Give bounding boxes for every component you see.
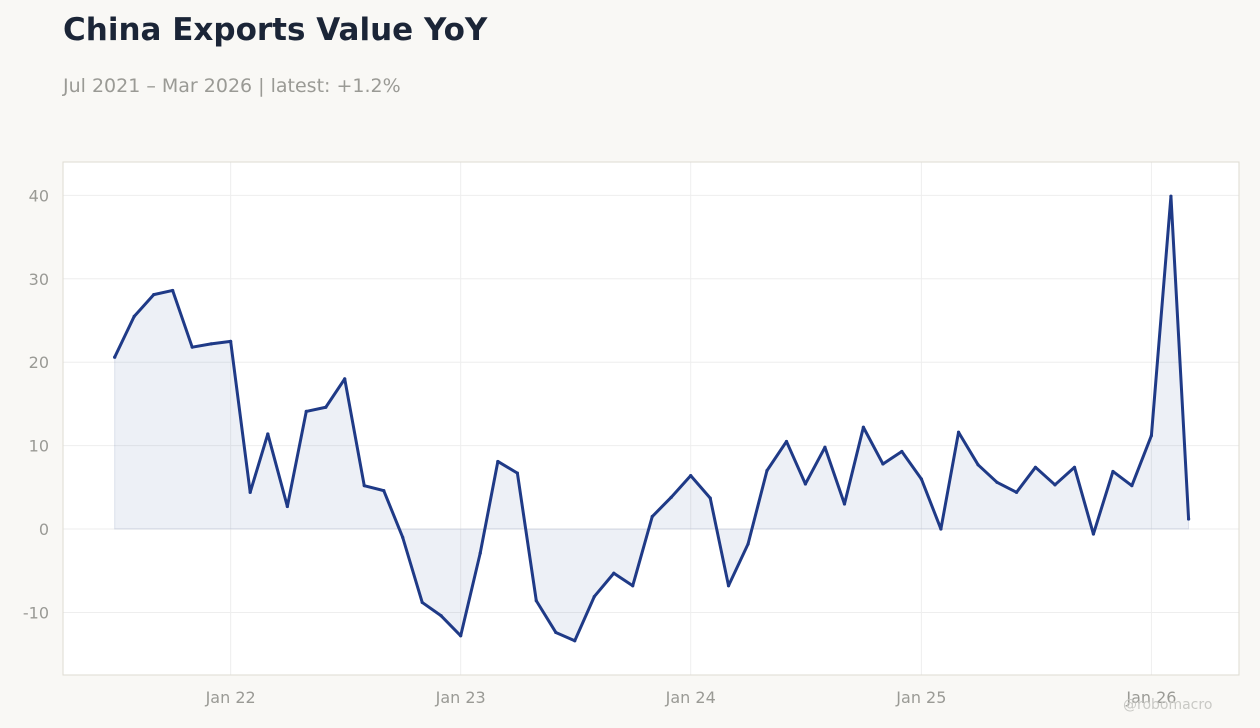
data-point <box>304 409 308 414</box>
data-point <box>956 430 961 434</box>
data-point <box>324 405 328 409</box>
data-point <box>515 471 519 475</box>
y-tick-label: 10 <box>29 437 49 456</box>
y-tick-label: -10 <box>23 603 49 622</box>
data-point <box>1053 483 1057 487</box>
watermark: @robomacro <box>1123 697 1213 713</box>
data-point <box>1186 517 1191 521</box>
y-tick-label: 30 <box>29 270 49 289</box>
data-point <box>1111 469 1115 474</box>
data-point <box>919 477 923 481</box>
data-point <box>401 535 405 539</box>
x-tick-label: Jan 24 <box>665 688 716 707</box>
data-point <box>650 514 654 519</box>
data-point <box>1149 434 1153 438</box>
x-tick-label: Jan 22 <box>205 688 256 707</box>
data-point <box>478 551 482 555</box>
data-point <box>612 571 616 575</box>
data-point <box>1072 465 1077 469</box>
data-point <box>1130 484 1134 488</box>
data-point <box>823 445 827 449</box>
data-point <box>995 480 999 484</box>
x-tick-label: Jan 25 <box>895 688 946 707</box>
data-point <box>343 377 347 381</box>
data-point <box>708 496 712 500</box>
data-point <box>1014 490 1019 494</box>
data-point <box>689 474 693 478</box>
data-point <box>765 469 769 473</box>
data-point <box>209 342 213 346</box>
data-point <box>229 339 233 343</box>
chart-subtitle: Jul 2021 – Mar 2026 | latest: +1.2% <box>63 75 401 97</box>
plot-border <box>62 161 1240 676</box>
data-point <box>554 630 558 635</box>
chart-title: China Exports Value YoY <box>63 12 488 48</box>
data-point <box>842 502 847 506</box>
data-point <box>803 482 808 486</box>
data-point <box>439 614 443 618</box>
data-point <box>190 345 194 349</box>
data-point <box>976 463 980 467</box>
y-tick-label: 0 <box>39 520 49 539</box>
data-point <box>382 489 386 493</box>
data-point <box>1169 194 1173 198</box>
data-point <box>592 594 596 599</box>
data-point <box>459 634 463 638</box>
data-point <box>534 599 538 603</box>
data-point <box>1091 532 1096 536</box>
plot-area <box>63 162 1239 675</box>
data-point <box>248 490 252 494</box>
data-point <box>861 425 865 429</box>
x-tick-label: Jan 23 <box>435 688 486 707</box>
y-tick-label: 20 <box>29 353 49 372</box>
data-point <box>362 484 366 488</box>
data-point <box>266 432 270 436</box>
data-point <box>669 495 673 499</box>
data-point <box>900 449 904 454</box>
data-point <box>496 459 500 464</box>
data-point <box>132 314 136 318</box>
y-tick-label: 40 <box>29 186 49 205</box>
data-point <box>784 439 789 444</box>
x-tick-label: Jan 26 <box>1125 688 1176 707</box>
data-point <box>420 600 424 605</box>
data-point <box>726 584 731 588</box>
data-point <box>1033 465 1038 469</box>
data-point <box>631 584 635 588</box>
data-point <box>152 293 156 297</box>
data-point <box>285 504 289 509</box>
data-point <box>573 639 577 643</box>
data-point <box>113 355 117 359</box>
data-point <box>171 288 175 293</box>
data-point <box>881 462 885 466</box>
data-point <box>746 542 750 546</box>
data-point <box>939 527 943 531</box>
